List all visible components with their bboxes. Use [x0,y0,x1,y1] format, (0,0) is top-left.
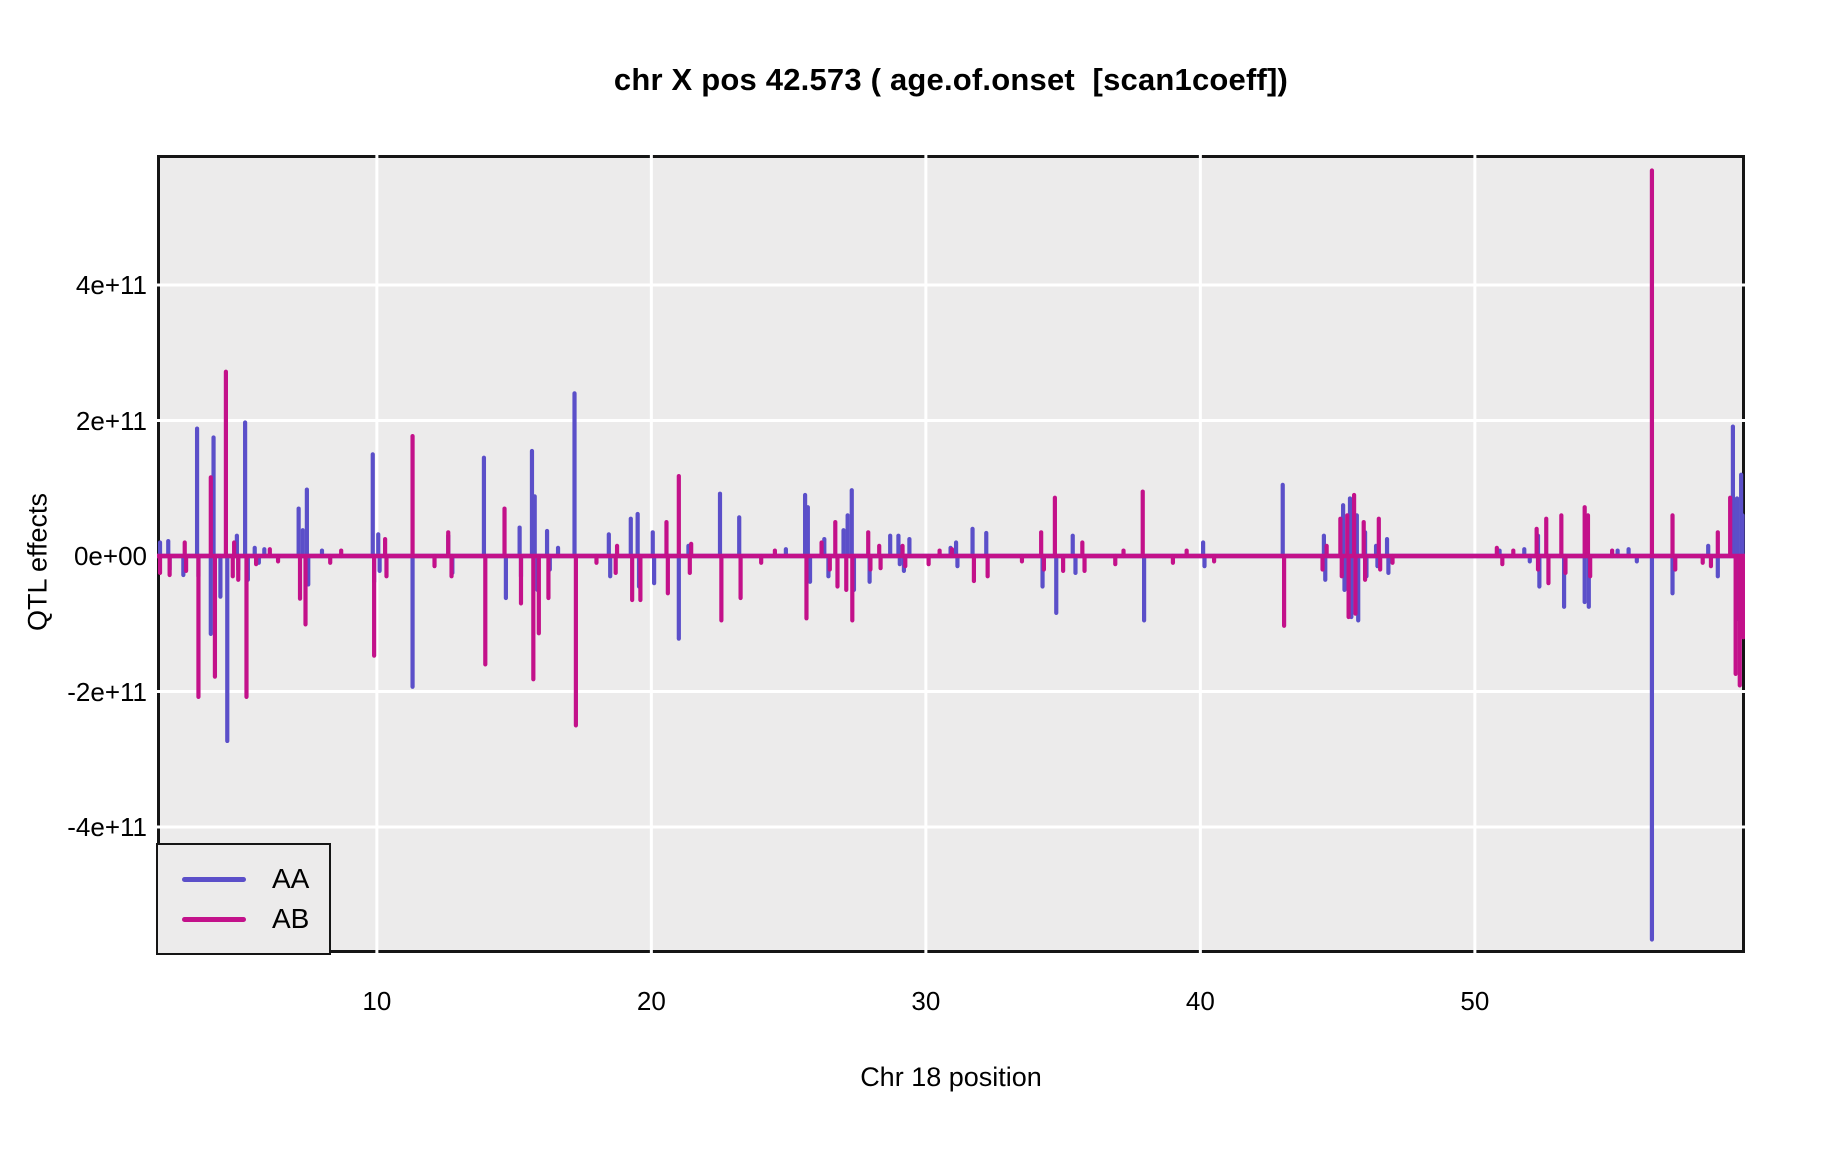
x-tick-label: 40 [1185,986,1215,1016]
x-tick-label: 30 [911,986,941,1016]
legend-label-ab: AB [272,903,310,934]
legend: AA AB [156,843,331,955]
aa-line-sample-icon [182,876,246,882]
x-tick-label: 10 [362,986,392,1016]
qtl-effects-chart [157,155,1745,953]
x-axis-title: Chr 18 position [860,1062,1042,1092]
y-tick-label: 4e+11 [75,270,147,300]
y-tick-label: 2e+11 [75,405,147,436]
x-tick-label: 20 [636,986,666,1016]
plot-panel [157,155,1745,953]
y-tick-label: -2e+11 [67,676,147,707]
legend-entry-ab: AB [182,903,329,935]
y-tick-label: 0e+00 [73,541,147,571]
legend-entry-aa: AA [182,863,329,895]
ab-line-sample-icon [182,916,246,922]
chart-title: chr X pos 42.573 ( age.of.onset [scan1co… [613,62,1289,97]
legend-label-aa: AA [272,863,310,894]
y-tick-label: -4e+11 [67,812,147,842]
x-tick-label: 50 [1460,986,1490,1016]
